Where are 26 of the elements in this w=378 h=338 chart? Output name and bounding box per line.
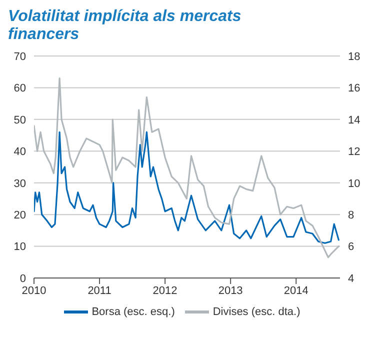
y-tick-label: 20	[14, 209, 26, 222]
y-tick-label: 40	[14, 146, 26, 158]
y2-tick-label: 16	[348, 82, 360, 95]
x-tick-label: 2013	[218, 284, 243, 297]
x-tick-label: 2010	[22, 284, 46, 297]
y-tick-label: 10	[14, 241, 26, 254]
y2-tick-label: 18	[348, 50, 360, 63]
y2-tick-label: 6	[348, 241, 354, 254]
y2-tick-label: 4	[348, 272, 354, 285]
line-series	[34, 77, 340, 258]
chart-title: Volatilitat implícita als mercats financers	[8, 8, 242, 44]
x-tick-label: 2012	[152, 284, 178, 297]
y2-tick-label: 10	[348, 178, 360, 190]
x-tick-label: 2014	[284, 284, 308, 297]
legend-label: Divises (esc. dta.)	[212, 306, 300, 318]
y-tick-label: 70	[14, 50, 26, 63]
legend-label: Borsa (esc. esq.)	[92, 306, 175, 318]
y-tick-label: 30	[14, 178, 26, 190]
y-tick-label: 60	[14, 82, 26, 95]
y-tick-label: 50	[14, 114, 26, 126]
line-series	[34, 131, 340, 244]
x-tick-label: 2011	[88, 284, 112, 297]
y2-tick-label: 12	[348, 146, 360, 158]
y2-tick-label: 14	[348, 114, 360, 126]
y2-tick-label: 8	[348, 209, 354, 222]
y-tick-label: 0	[20, 272, 26, 285]
